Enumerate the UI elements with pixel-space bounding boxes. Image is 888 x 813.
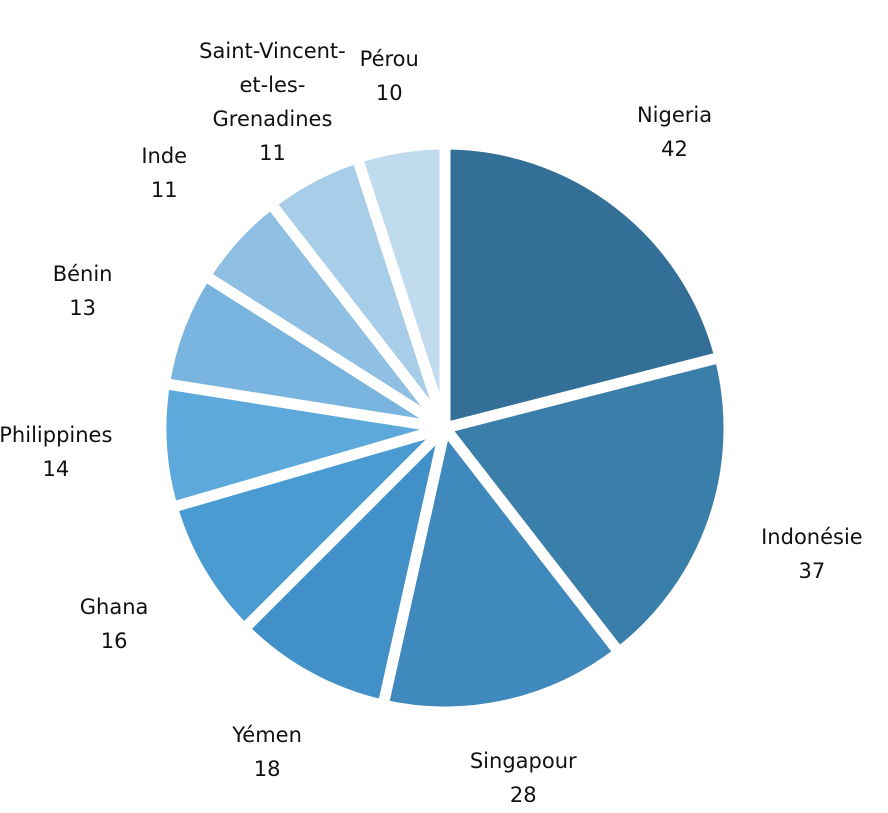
- category-label: Ghana: [79, 594, 149, 619]
- slice-label: Pérou 10: [304, 42, 474, 110]
- value-label: 14: [42, 457, 70, 482]
- value-label: 13: [69, 296, 96, 321]
- value-label: 28: [509, 783, 537, 808]
- value-label: 10: [375, 81, 403, 106]
- value-label: 16: [100, 628, 128, 653]
- category-label: Inde: [141, 143, 188, 168]
- value-label: 42: [661, 137, 688, 162]
- value-label: 11: [150, 177, 178, 202]
- slice-label: Philippines 14: [0, 418, 141, 486]
- slice-label: Saint-Vincent-et-les-Grenadines 11: [187, 34, 357, 170]
- value-label: 11: [259, 141, 286, 166]
- category-label: Saint-Vincent-et-les-Grenadines: [199, 39, 346, 132]
- pie-slice: [166, 422, 451, 635]
- slice-label: Bénin 13: [0, 257, 168, 325]
- slice-label: Inde 11: [79, 139, 249, 207]
- value-label: 37: [798, 558, 826, 583]
- category-label: Bénin: [52, 262, 113, 287]
- category-label: Indonésie: [761, 524, 863, 549]
- slice-label: Indonésie 37: [727, 520, 888, 588]
- pie-slice: [351, 138, 451, 434]
- category-label: Yémen: [232, 722, 302, 747]
- category-label: Nigeria: [636, 103, 713, 128]
- pie-slice: [238, 422, 451, 711]
- category-label: Philippines: [0, 423, 113, 448]
- slice-label: Nigeria 42: [590, 98, 760, 166]
- slice-label: Yémen 18: [182, 718, 352, 786]
- pie-slice: [377, 422, 625, 718]
- value-label: 18: [253, 756, 281, 781]
- category-label: Pérou: [359, 47, 419, 72]
- slice-label: Ghana 16: [29, 590, 199, 658]
- category-label: Singapour: [469, 749, 577, 774]
- slice-label: Singapour 28: [438, 744, 608, 812]
- pie-slice: [439, 351, 735, 658]
- pie-slice: [439, 138, 726, 434]
